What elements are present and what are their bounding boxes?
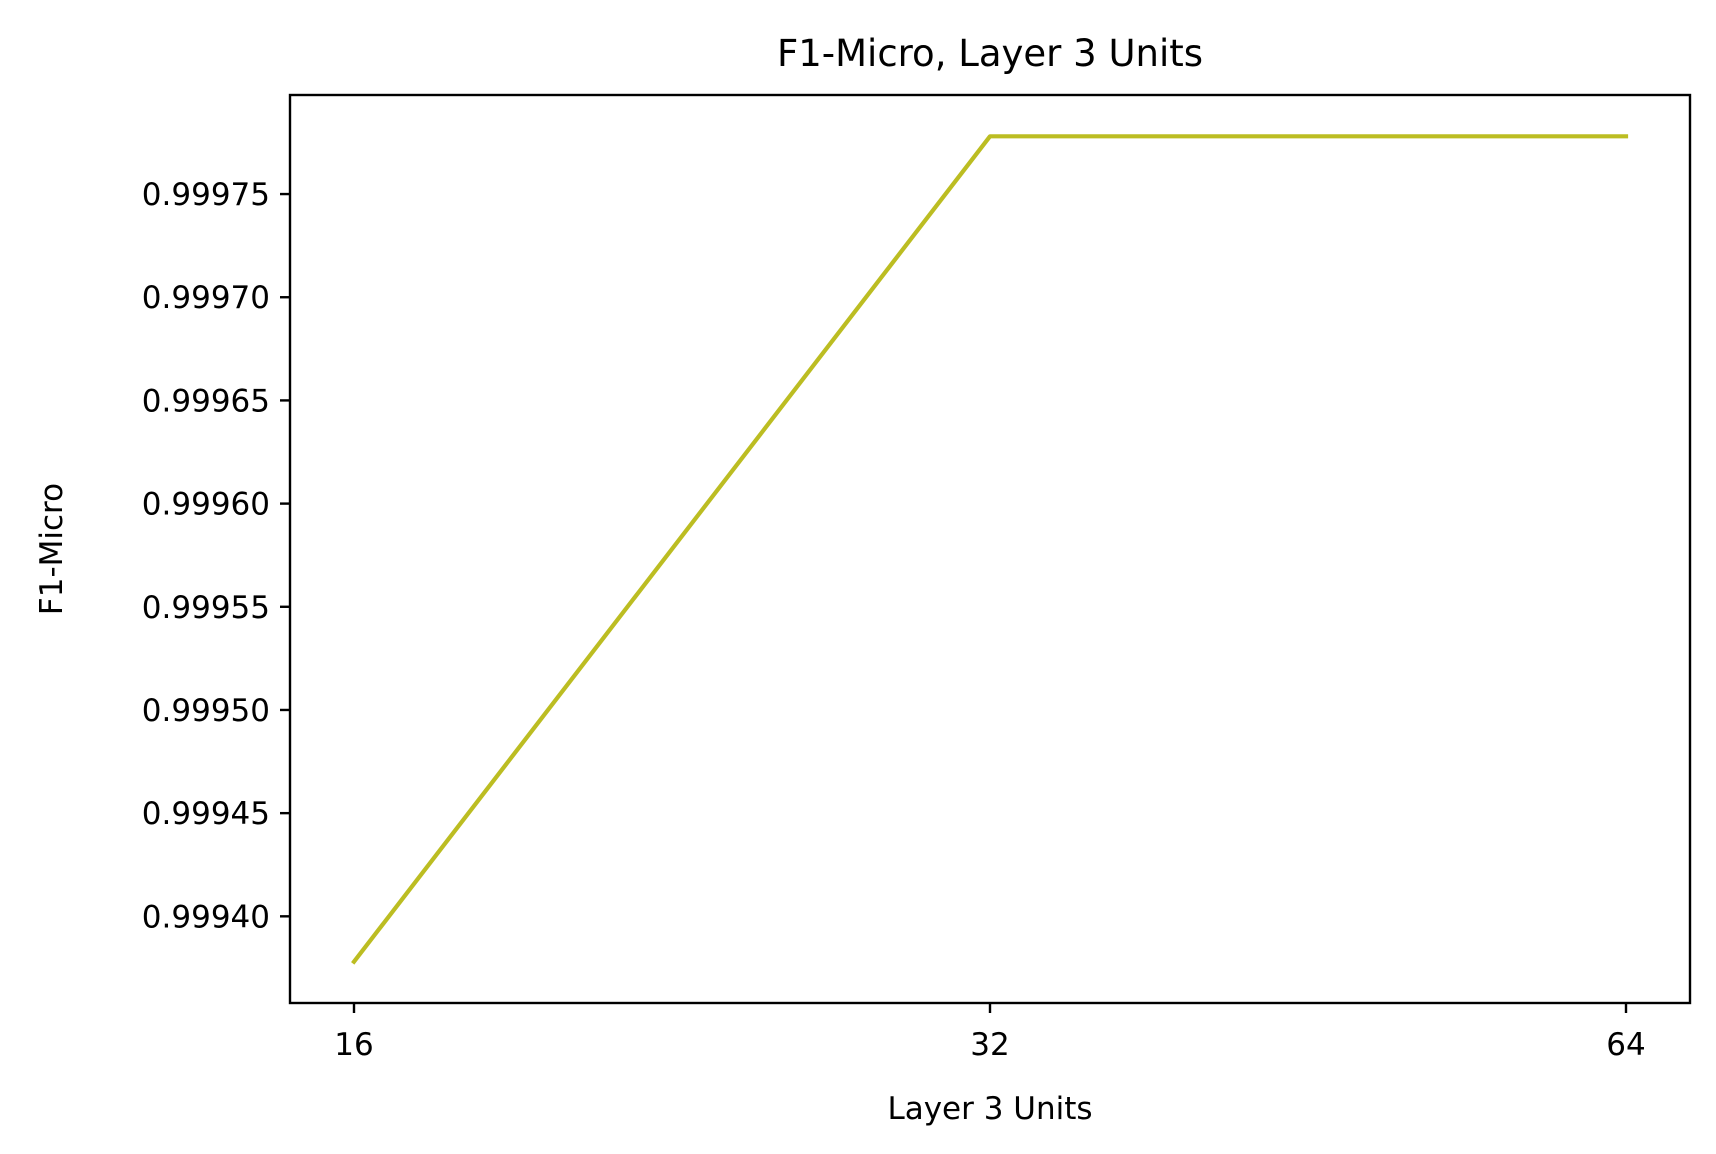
y-tick-label: 0.99975 bbox=[142, 177, 270, 213]
y-tick-label: 0.99970 bbox=[142, 280, 270, 316]
x-axis-label: Layer 3 Units bbox=[887, 1091, 1092, 1127]
series-line-0 bbox=[351, 134, 1629, 965]
plot-frame bbox=[288, 93, 1692, 1005]
y-axis-label: F1-Micro bbox=[34, 483, 70, 615]
y-tick-label: 0.99955 bbox=[142, 590, 270, 626]
y-tick-label: 0.99940 bbox=[142, 899, 270, 935]
y-axis-ticks: 0.99940 0.99945 0.99950 0.99955 0.99960 0.999… bbox=[142, 177, 290, 935]
y-tick-label: 0.99945 bbox=[142, 796, 270, 832]
chart-title: F1-Micro, Layer 3 Units bbox=[777, 32, 1203, 75]
x-axis-ticks: 16 32 64 bbox=[334, 1003, 1646, 1063]
series-layer bbox=[351, 134, 1629, 965]
y-tick-label: 0.99960 bbox=[142, 487, 270, 523]
x-tick-label: 64 bbox=[1606, 1027, 1645, 1063]
y-tick-label: 0.99965 bbox=[142, 383, 270, 419]
x-tick-label: 16 bbox=[334, 1027, 373, 1063]
x-tick-label: 32 bbox=[970, 1027, 1009, 1063]
y-tick-label: 0.99950 bbox=[142, 693, 270, 729]
